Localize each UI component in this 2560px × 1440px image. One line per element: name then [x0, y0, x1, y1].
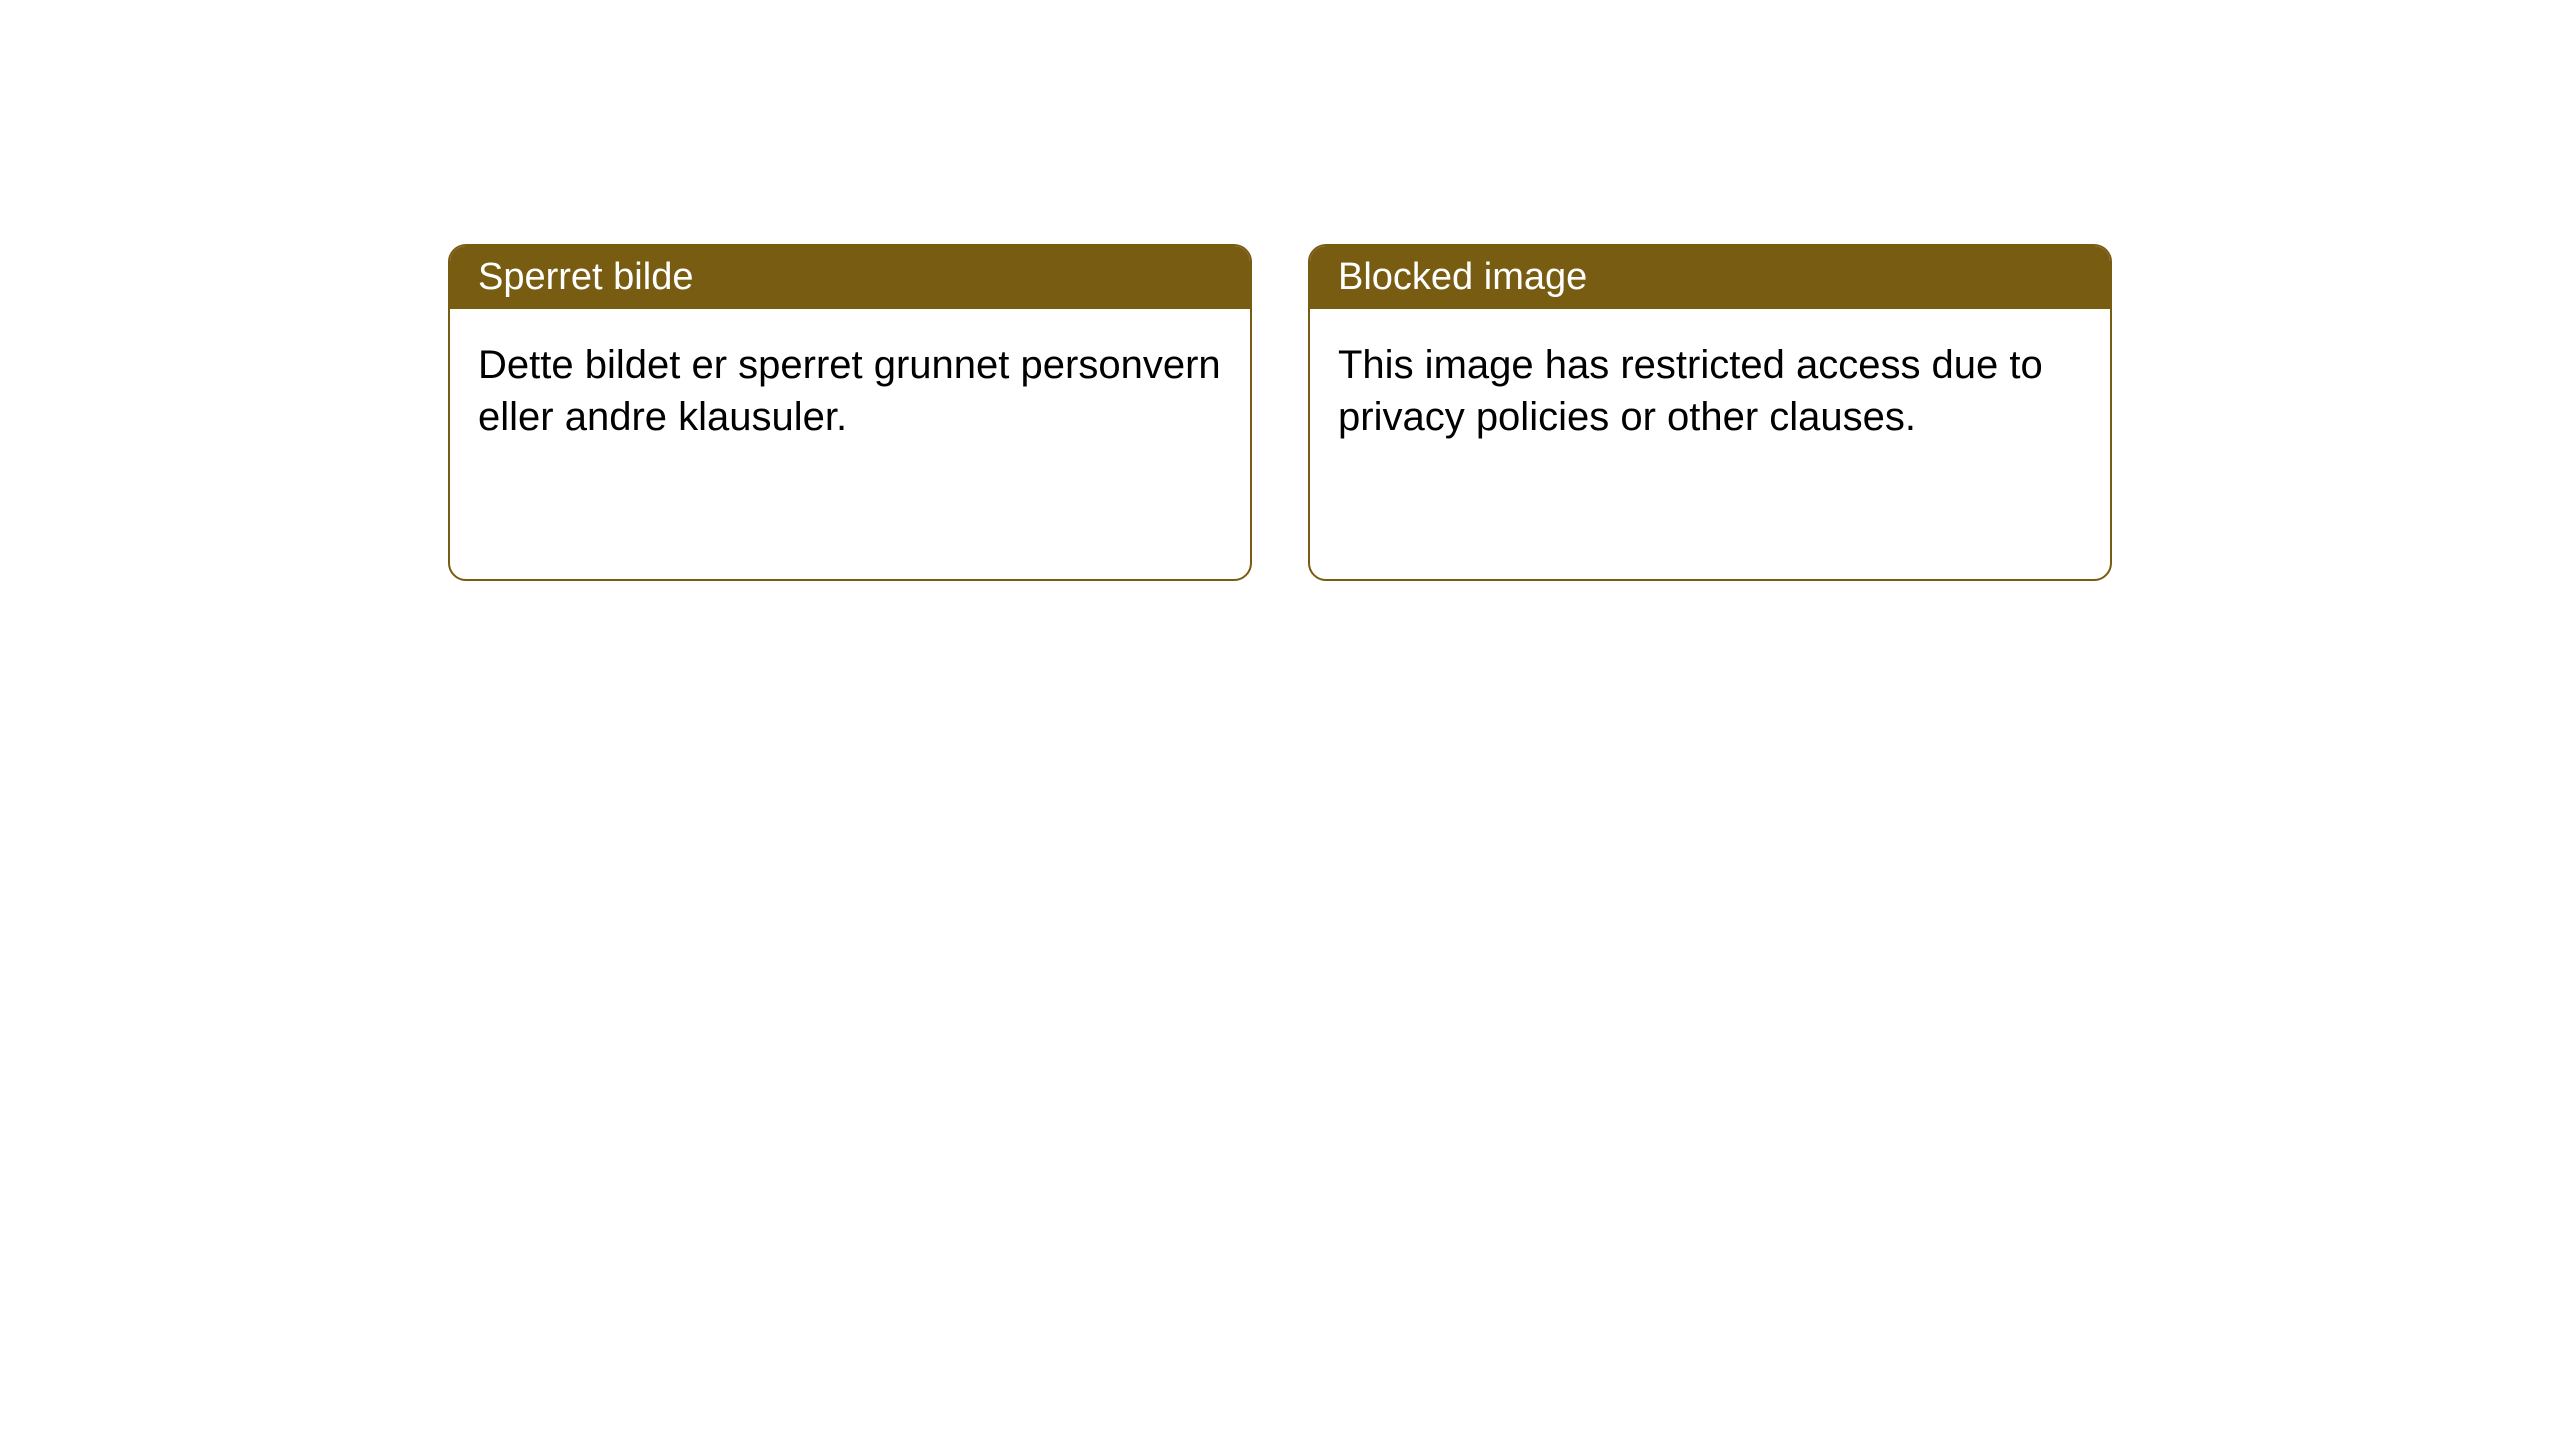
notice-body: This image has restricted access due to … [1310, 309, 2110, 579]
notice-card-norwegian: Sperret bilde Dette bildet er sperret gr… [448, 244, 1252, 581]
notice-body: Dette bildet er sperret grunnet personve… [450, 309, 1250, 579]
notice-container: Sperret bilde Dette bildet er sperret gr… [0, 0, 2560, 581]
notice-header: Sperret bilde [450, 246, 1250, 309]
notice-header: Blocked image [1310, 246, 2110, 309]
notice-card-english: Blocked image This image has restricted … [1308, 244, 2112, 581]
